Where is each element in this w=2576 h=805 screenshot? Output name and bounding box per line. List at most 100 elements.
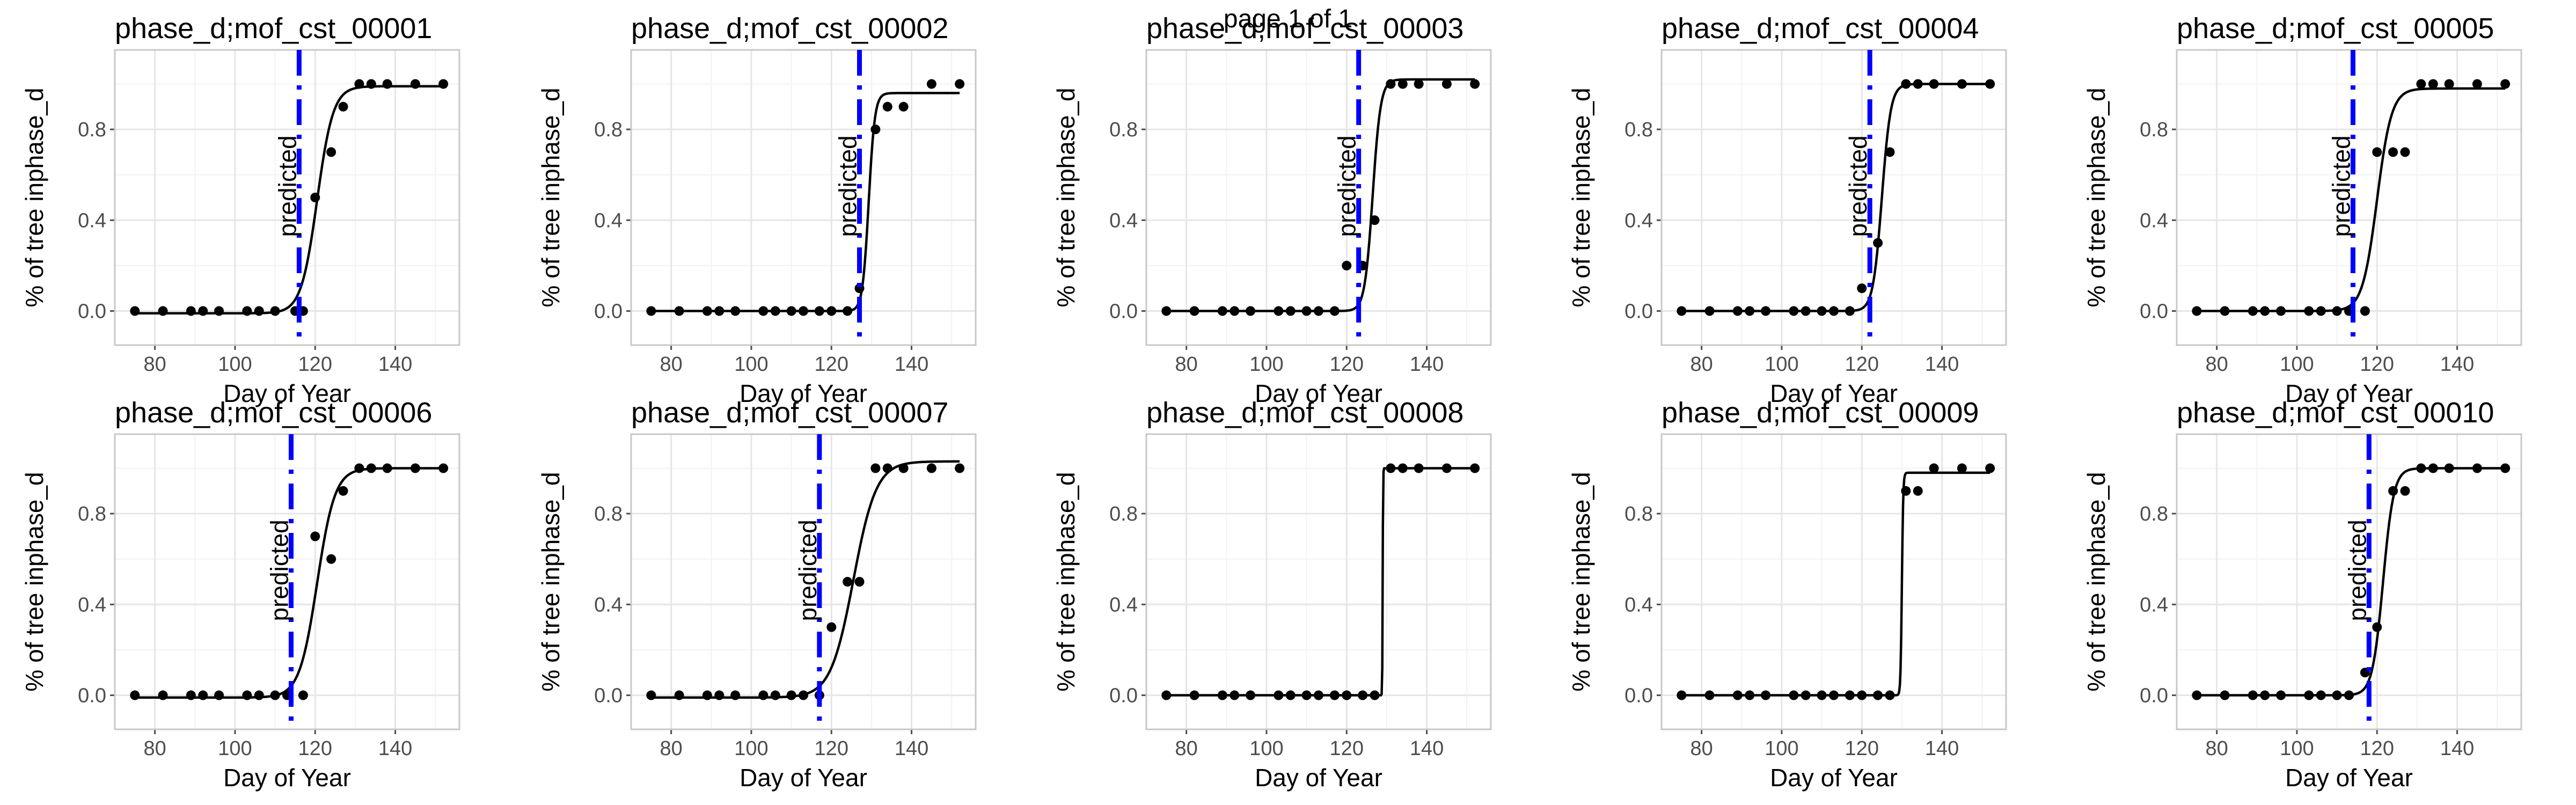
data-point: [2388, 147, 2398, 157]
data-point: [1761, 306, 1771, 316]
data-point: [1414, 79, 1424, 89]
panel-border: [1145, 433, 1492, 730]
panel-6: phase_d;mof_cst_00006 80 100 120 140 0.0 0.4 0.…: [20, 397, 460, 792]
data-point: [1704, 306, 1715, 316]
data-point: [1285, 690, 1296, 700]
x-tick-label: 100: [2280, 737, 2314, 760]
y-tick-label: 0.8: [594, 119, 623, 141]
data-point: [926, 463, 936, 473]
panel-title: phase_d;mof_cst_00009: [1662, 397, 1979, 429]
data-point: [1274, 690, 1284, 700]
data-point: [1901, 486, 1911, 496]
data-point: [1329, 690, 1340, 700]
x-tick-label: 80: [1175, 353, 1198, 376]
panel-4: phase_d;mof_cst_00004 80 100 120 140 0.0 0.4 0.…: [1567, 12, 2007, 407]
data-point: [646, 306, 656, 316]
data-point: [1913, 79, 1923, 89]
data-point: [1285, 306, 1296, 316]
y-tick-label: 0.0: [78, 301, 106, 323]
y-tick-label: 0.4: [594, 209, 623, 232]
panel-border: [1145, 49, 1492, 346]
data-point: [1801, 306, 1811, 316]
data-point: [1301, 306, 1312, 316]
x-tick-label: 80: [660, 737, 683, 760]
data-point: [186, 306, 196, 316]
y-tick-label: 0.4: [594, 594, 623, 616]
data-point: [2220, 690, 2230, 700]
data-point: [1314, 306, 1323, 316]
y-tick-label: 0.0: [594, 301, 623, 323]
data-point: [1441, 463, 1452, 473]
x-tick-label: 80: [144, 353, 166, 376]
data-point: [1397, 463, 1408, 473]
y-tick-label: 0.4: [2140, 594, 2168, 616]
data-point: [2276, 306, 2286, 316]
data-point: [1745, 690, 1755, 700]
panel-7: phase_d;mof_cst_00007 80 100 120 140 0.0 0.4 0.…: [537, 397, 977, 792]
data-point: [1470, 79, 1480, 89]
data-point: [2304, 306, 2314, 316]
fit-curve: [135, 85, 444, 315]
panel-border: [630, 433, 977, 730]
data-point: [786, 306, 796, 316]
data-point: [1397, 79, 1408, 89]
data-point: [130, 690, 140, 700]
data-point: [1358, 690, 1368, 700]
data-point: [1314, 690, 1323, 700]
data-point: [2372, 622, 2382, 632]
x-axis-label: Day of Year: [2285, 764, 2413, 792]
data-point: [646, 690, 656, 700]
data-point: [826, 306, 837, 316]
data-point: [2276, 690, 2286, 700]
y-tick-label: 0.0: [594, 685, 623, 707]
data-point: [1789, 306, 1799, 316]
data-point: [158, 306, 168, 316]
data-point: [730, 690, 741, 700]
data-point: [1857, 690, 1867, 700]
data-point: [1732, 690, 1743, 700]
data-point: [898, 463, 909, 473]
x-axis-label: Day of Year: [223, 379, 351, 407]
data-point: [870, 125, 881, 135]
data-point: [1957, 79, 1967, 89]
panel-border: [2176, 433, 2522, 730]
data-point: [714, 690, 724, 700]
data-point: [2400, 486, 2410, 496]
y-tick-label: 0.0: [2140, 301, 2168, 323]
data-point: [354, 463, 364, 473]
data-point: [1161, 306, 1172, 316]
data-point: [198, 690, 208, 700]
data-point: [714, 306, 724, 316]
y-axis-label: % of tree inphase_d: [20, 87, 48, 307]
data-point: [1901, 79, 1911, 89]
data-point: [1845, 306, 1855, 316]
data-point: [870, 463, 881, 473]
x-tick-label: 120: [1845, 353, 1879, 376]
data-point: [854, 577, 865, 587]
y-tick-label: 0.4: [1109, 209, 1138, 232]
data-point: [410, 79, 420, 89]
data-point: [270, 690, 280, 700]
data-point: [198, 306, 208, 316]
data-point: [1745, 306, 1755, 316]
x-tick-label: 140: [378, 737, 412, 760]
data-point: [2416, 79, 2426, 89]
page-title: page 1 of 1: [1223, 5, 1353, 33]
data-point: [2248, 690, 2258, 700]
x-axis-label: Day of Year: [1770, 764, 1898, 792]
fit-curve: [1681, 471, 1990, 697]
data-point: [1329, 306, 1340, 316]
data-point: [438, 79, 449, 89]
panel-8: phase_d;mof_cst_00008 80 100 120 140 0.0 0.4 0.…: [1052, 397, 1492, 792]
data-point: [674, 306, 684, 316]
x-tick-label: 100: [1249, 353, 1283, 376]
x-tick-label: 100: [1765, 737, 1798, 760]
x-tick-label: 140: [895, 737, 928, 760]
y-tick-label: 0.4: [2140, 209, 2168, 232]
fit-curve: [1166, 78, 1475, 312]
data-point: [674, 690, 684, 700]
data-point: [2332, 306, 2342, 316]
data-point: [1217, 690, 1227, 700]
data-point: [1913, 486, 1923, 496]
data-point: [843, 577, 853, 587]
